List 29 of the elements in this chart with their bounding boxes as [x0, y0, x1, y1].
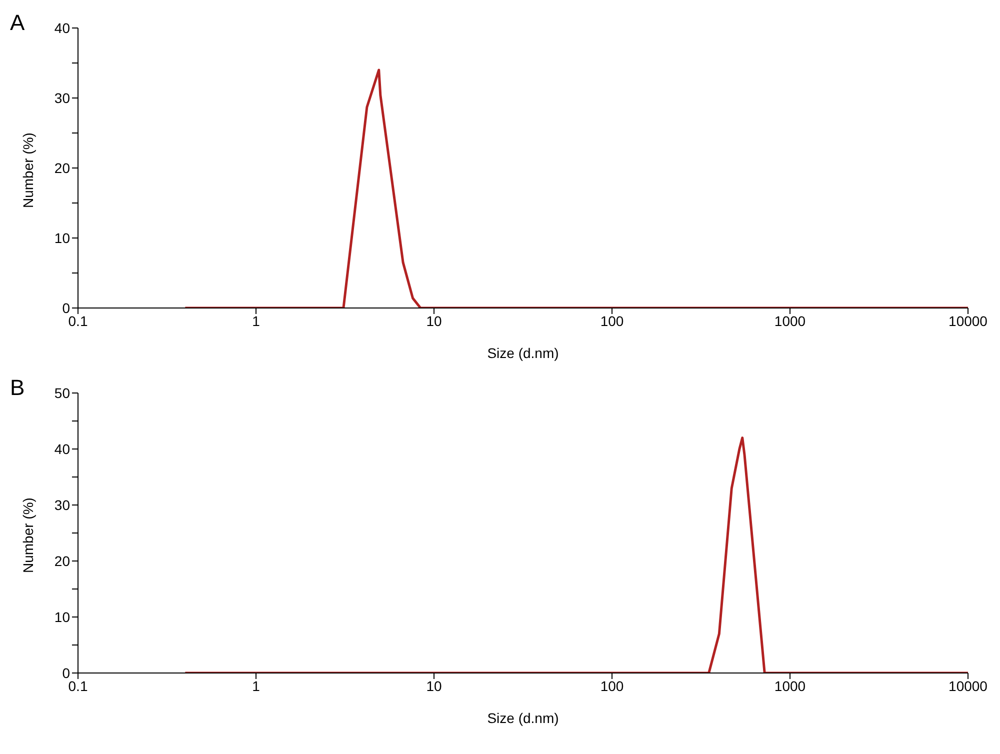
x-axis-title: Size (d.nm)	[487, 345, 559, 361]
x-tick-label: 10000	[948, 312, 988, 329]
y-tick-label: 40	[54, 440, 70, 457]
x-tick-label: 10	[426, 678, 442, 694]
y-tick-label: 10	[54, 608, 70, 625]
y-tick-label: 50	[54, 384, 70, 401]
y-tick-label: 0	[62, 664, 70, 681]
x-tick-label: 1	[252, 312, 260, 329]
y-tick-label: 10	[54, 230, 70, 246]
x-axis-title: Size (d.nm)	[487, 710, 559, 726]
x-tick-label: 1	[252, 678, 260, 694]
y-tick-label: 20	[54, 552, 70, 569]
x-tick-label: 0.1	[68, 678, 88, 694]
x-tick-label: 1000	[774, 678, 806, 694]
y-tick-label: 30	[54, 496, 70, 513]
x-tick-label: 10000	[948, 678, 988, 694]
y-axis-title: Number (%)	[20, 132, 36, 208]
x-tick-label: 0.1	[68, 312, 88, 329]
y-tick-label: 0	[62, 300, 70, 316]
x-tick-label: 100	[600, 678, 624, 694]
chart-title: B	[10, 375, 25, 401]
x-tick-label: 1000	[774, 312, 806, 329]
y-axis-title: Number (%)	[20, 498, 36, 573]
y-tick-label: 20	[54, 160, 70, 176]
chart-title: A	[10, 10, 25, 36]
x-tick-label: 100	[600, 312, 624, 329]
y-tick-label: 40	[54, 20, 70, 36]
y-tick-label: 30	[54, 90, 70, 106]
x-tick-label: 10	[426, 312, 442, 329]
